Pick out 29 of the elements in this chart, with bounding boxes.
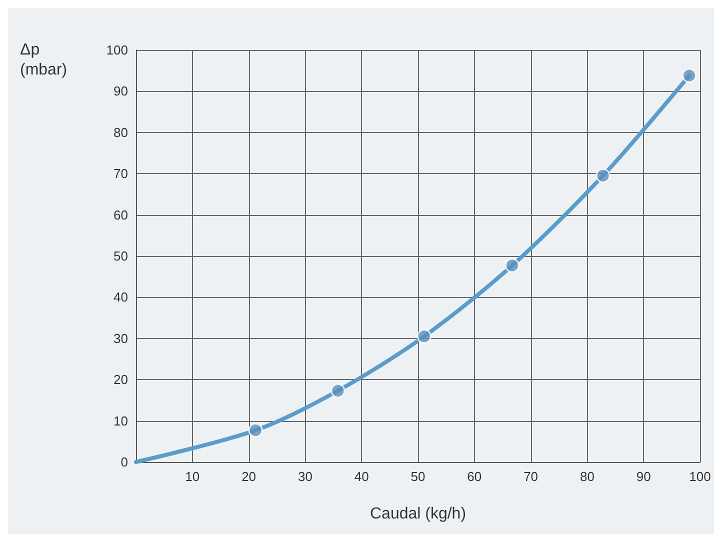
x-tick-label: 80: [580, 469, 594, 484]
x-tick-label: 20: [242, 469, 256, 484]
y-tick-label: 90: [114, 84, 128, 99]
point: [416, 329, 432, 344]
x-axis-title: Caudal (kg/h): [370, 506, 466, 522]
x-tick-label: 40: [354, 469, 369, 484]
y-tick-label: 100: [106, 42, 128, 58]
y-tick-label: 30: [114, 330, 128, 346]
y-tick-label: 20: [114, 372, 128, 388]
x-tick-label: 100: [689, 469, 711, 484]
y-tick-label: 10: [114, 413, 128, 428]
point: [596, 168, 610, 183]
x-tick-label: 70: [524, 469, 538, 484]
point: [330, 383, 346, 398]
x-tick-label: 30: [298, 469, 312, 484]
x-tick-label: 90: [636, 469, 651, 484]
y-tick-label: 60: [114, 207, 128, 222]
point: [682, 68, 697, 83]
y-tick-label: 0: [120, 454, 128, 470]
x-tick-label: 10: [185, 469, 200, 484]
x-tick-label: 60: [467, 469, 482, 484]
y-tick-label: 50: [114, 248, 128, 264]
y-tick-label: 40: [114, 290, 128, 305]
y-tick-label: 80: [114, 124, 128, 140]
point: [504, 258, 520, 273]
x-tick-label: 50: [410, 469, 426, 484]
y-tick-label: 70: [114, 166, 128, 182]
point: [248, 423, 263, 438]
y-axis-title: Δp (mbar): [20, 42, 68, 78]
